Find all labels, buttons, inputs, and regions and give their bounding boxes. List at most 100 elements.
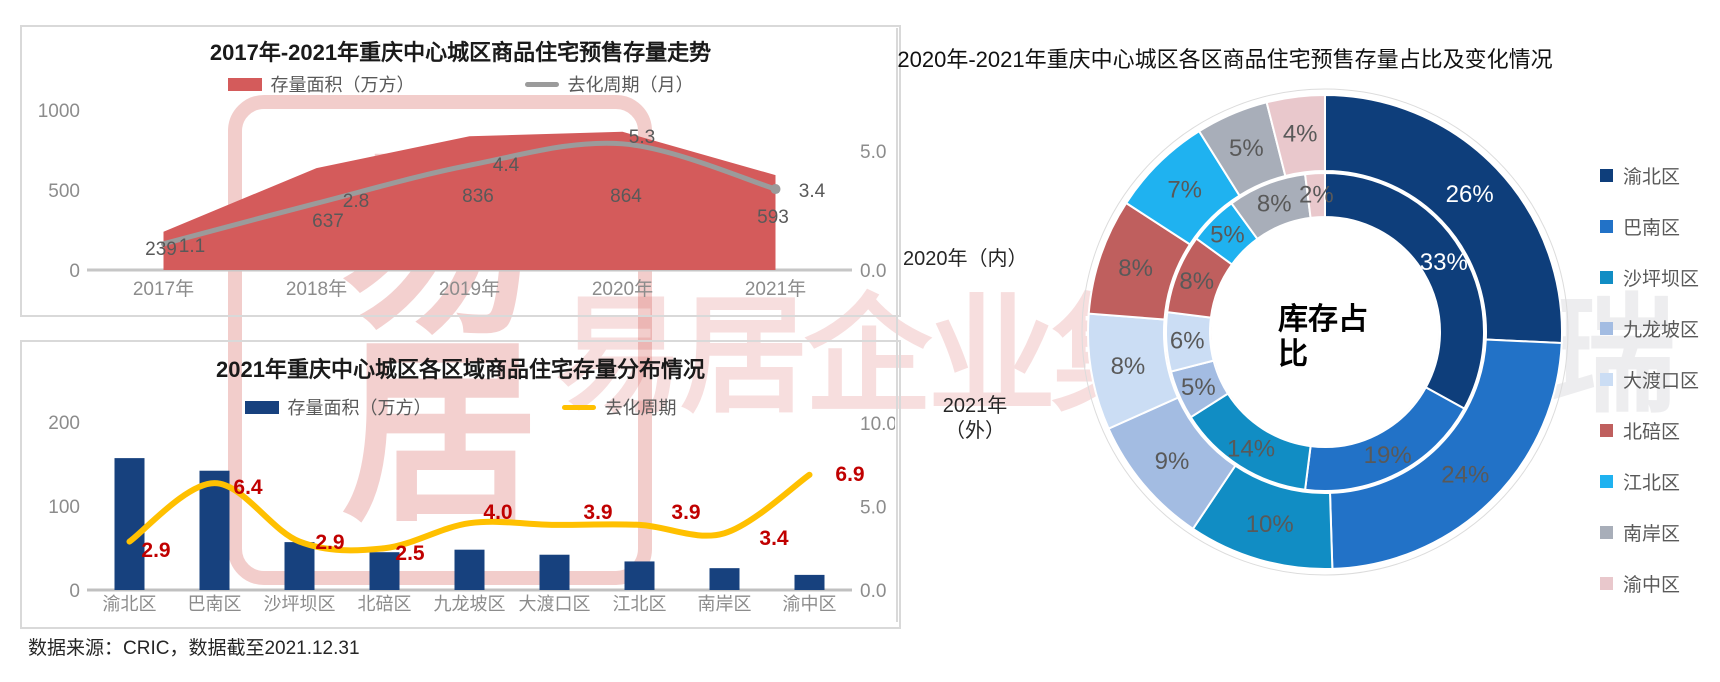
inner-ring-percent-label: 33% <box>1420 249 1468 276</box>
bar <box>199 470 230 590</box>
left-axis-tick: 1000 <box>38 101 80 122</box>
outer-ring-percent-label: 7% <box>1167 176 1202 203</box>
bar <box>369 552 400 590</box>
inner-ring-percent-label: 8% <box>1179 268 1214 295</box>
district-chart-title: 2021年重庆中心城区各区域商品住宅存量分布情况 <box>216 357 705 382</box>
inner-ring-percent-label: 6% <box>1170 328 1205 355</box>
donut-outer-ring-label-line2: （外） <box>945 420 1005 442</box>
line-value-label: 3.9 <box>583 501 612 524</box>
donut-legend-item: 渝北区 <box>1600 162 1699 189</box>
donut-outer-ring-label-line1: 2021年 <box>942 395 1008 417</box>
trend-legend-area-swatch <box>227 77 262 91</box>
district-legend-line: 去化周期 <box>561 394 677 420</box>
outer-ring-percent-label: 10% <box>1246 511 1294 538</box>
outer-ring-slice <box>1328 338 1563 570</box>
watermark-seal-char-bottom: 居 <box>341 323 539 544</box>
x-axis-label: 北碚区 <box>358 594 412 614</box>
district-legend-line-label: 去化周期 <box>604 398 677 418</box>
inner-ring-percent-label: 14% <box>1227 436 1275 463</box>
trend-legend-line-label: 去化周期（月） <box>567 75 694 95</box>
line-value-label: 5.3 <box>629 127 655 148</box>
line-series <box>126 471 813 554</box>
outer-ring-percent-label: 24% <box>1441 462 1489 489</box>
x-axis-label: 沙坪坝区 <box>264 594 336 614</box>
inner-ring-percent-label: 19% <box>1364 442 1412 469</box>
donut-legend-item: 巴南区 <box>1600 213 1699 240</box>
district-legend-line-swatch <box>561 404 596 410</box>
bar <box>794 574 825 590</box>
inner-ring-percent-label: 5% <box>1181 374 1216 401</box>
donut-legend-item: 沙坪坝区 <box>1600 264 1699 291</box>
outer-ring-percent-label: 4% <box>1283 121 1318 148</box>
donut-legend-label: 北碚区 <box>1623 422 1681 443</box>
x-axis-label: 渝中区 <box>783 594 837 614</box>
section-divider <box>896 28 898 622</box>
line-value-label: 4.0 <box>483 501 512 524</box>
donut-legend-label: 南岸区 <box>1623 524 1681 545</box>
area-value-label: 864 <box>610 186 642 207</box>
donut-legend-swatch <box>1600 322 1613 335</box>
trend-legend-area-label: 存量面积（万方） <box>270 75 415 95</box>
district-legend-bar-label: 存量面积（万方） <box>287 398 432 418</box>
donut-legend-item: 大渡口区 <box>1600 366 1699 393</box>
x-axis-label: 巴南区 <box>188 594 242 614</box>
district-legend-bar: 存量面积（万方） <box>244 394 432 420</box>
line-value-label: 4.4 <box>493 155 520 176</box>
inner-ring-slice <box>1303 171 1326 220</box>
trend-chart-plot: 1000 500 0 5.0 0.0 2017年 2018年 2019年 2020年 2021年 2… <box>38 101 887 300</box>
x-axis-label: 南岸区 <box>698 594 752 614</box>
donut-legend-swatch <box>1600 577 1613 590</box>
area-value-label: 637 <box>312 211 344 232</box>
donut-center-circle <box>1211 218 1439 446</box>
line-value-label: 1.1 <box>179 236 205 257</box>
donut-legend-label: 渝中区 <box>1623 575 1681 596</box>
line-value-label: 2.5 <box>395 542 425 565</box>
line-value-label: 2.9 <box>315 531 344 554</box>
line-value-label: 2.8 <box>343 191 369 212</box>
share-donut-legend: 渝北区 巴南区 沙坪坝区 九龙坡区 大渡口区 北碚区 江北区 南岸区 渝中区 <box>1600 162 1699 597</box>
outer-ring-percent-label: 26% <box>1446 181 1494 208</box>
donut-legend-label: 九龙坡区 <box>1623 320 1700 341</box>
outer-ring-percent-label: 8% <box>1118 255 1153 282</box>
outer-ring-slice <box>1324 93 1563 345</box>
donut-legend-swatch <box>1600 271 1613 284</box>
district-chart-panel: 2021年重庆中心城区各区域商品住宅存量分布情况 存量面积（万方） 去化周期 20… <box>20 340 901 629</box>
x-axis-label: 大渡口区 <box>519 594 591 614</box>
right-axis-tick: 0.0 <box>860 261 886 282</box>
donut-legend-swatch <box>1600 373 1613 386</box>
line-value-label: 6.9 <box>835 463 864 486</box>
donut-legend-swatch <box>1600 424 1613 437</box>
donut-legend-item: 北碚区 <box>1600 417 1699 444</box>
share-donut-plot: 26% 24% 10% 9% 8% 8% 7% 5% 4% 33% 19% 14% 5% 6% 8% 5% 8%… <box>1081 88 1569 576</box>
right-axis-tick: 10.0 <box>860 414 895 435</box>
donut-legend-swatch <box>1600 169 1613 182</box>
x-axis-label: 2017年 <box>133 278 194 300</box>
right-axis-tick: 5.0 <box>860 142 886 163</box>
trend-chart-title: 2017年-2021年重庆中心城区商品住宅预售存量走势 <box>209 40 712 65</box>
area-value-label: 239 <box>145 239 177 260</box>
x-axis-label: 渝北区 <box>103 594 157 614</box>
x-axis-label: 九龙坡区 <box>434 594 506 614</box>
left-axis-tick: 200 <box>48 413 80 434</box>
inner-ring-slice <box>1324 171 1485 410</box>
line-value-label: 3.9 <box>671 501 700 524</box>
x-axis-label: 2021年 <box>745 278 806 300</box>
outer-ring-percent-label: 9% <box>1155 448 1190 475</box>
donut-outer-ring-label: 2021年 （外） <box>915 394 1035 444</box>
area-value-label: 593 <box>757 207 789 228</box>
bar <box>284 542 315 590</box>
area-series <box>163 131 776 270</box>
trend-chart-panel: 2017年-2021年重庆中心城区商品住宅预售存量走势 存量面积（万方） 去化周期… <box>20 25 901 317</box>
trend-legend-area: 存量面积（万方） <box>227 71 415 97</box>
share-donut-chart: 26% 24% 10% 9% 8% 8% 7% 5% 4% 33% 19% 14% 5% 6% 8% 5% 8%… <box>1080 85 1580 585</box>
line-end-marker <box>770 184 781 195</box>
area-value-label: 836 <box>462 186 494 207</box>
line-value-label: 3.4 <box>759 527 789 550</box>
donut-inner-ring-label: 2020年（内） <box>903 248 1028 270</box>
donut-legend-item: 渝中区 <box>1600 570 1699 597</box>
district-chart-legend: 存量面积（万方） 去化周期 <box>22 394 899 420</box>
bar <box>624 561 655 590</box>
district-legend-bar-swatch <box>244 400 279 414</box>
donut-legend-swatch <box>1600 220 1613 233</box>
outer-ring-percent-label: 8% <box>1111 353 1146 380</box>
